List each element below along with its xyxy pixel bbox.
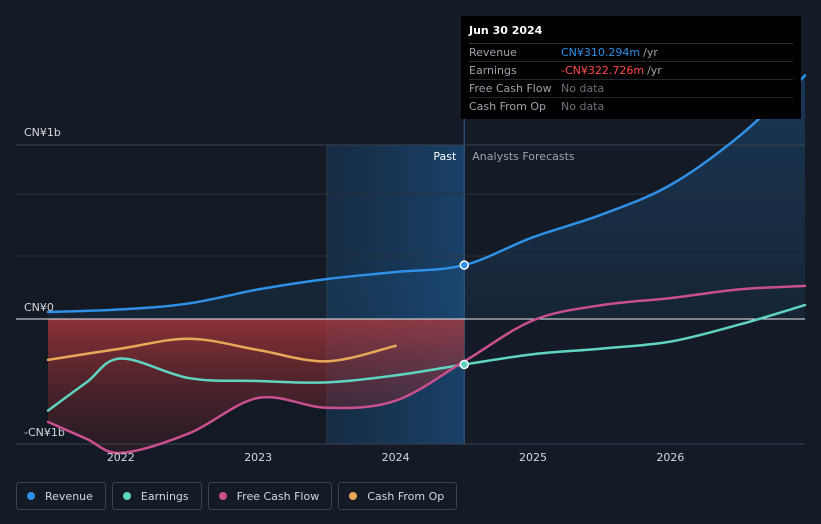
legend-item-revenue[interactable]: Revenue <box>16 482 106 510</box>
x-tick-label: 2024 <box>382 451 410 464</box>
y-tick-label: CN¥1b <box>24 126 61 139</box>
tooltip-unit: /yr <box>647 64 662 77</box>
tooltip-label: Revenue <box>469 46 517 59</box>
legend-dot-icon <box>218 492 227 500</box>
x-tick-label: 2023 <box>244 451 272 464</box>
legend-dot-icon <box>27 492 35 500</box>
tooltip-value: -CN¥322.726m <box>561 64 645 77</box>
legend-item-cash-from-op[interactable]: Cash From Op <box>338 482 458 510</box>
tooltip-label: Earnings <box>469 64 517 77</box>
legend-item-earnings[interactable]: Earnings <box>111 482 202 510</box>
legend-label: Revenue <box>45 489 93 503</box>
earnings-line <box>46 303 807 412</box>
tooltip-row: Cash From Op No data <box>469 98 793 115</box>
tooltip-date: Jun 30 2024 <box>469 24 793 44</box>
tooltip-row: Free Cash Flow No data <box>469 80 793 98</box>
earnings-marker <box>459 359 470 370</box>
revenue-marker <box>459 260 470 270</box>
past-label: Past <box>433 150 457 163</box>
tooltip: Jun 30 2024 Revenue CN¥310.294m /yr Earn… <box>461 16 801 119</box>
tooltip-value: No data <box>561 100 605 113</box>
legend-label: Cash From Op <box>367 489 445 503</box>
free-cash-flow-line <box>46 284 807 455</box>
y-tick-label: CN¥0 <box>24 301 54 314</box>
tooltip-value: No data <box>561 82 605 95</box>
tooltip-row: Revenue CN¥310.294m /yr <box>469 44 793 62</box>
legend-label: Free Cash Flow <box>236 489 320 503</box>
legend-label: Earnings <box>140 489 189 503</box>
x-tick-label: 2026 <box>656 451 684 464</box>
legend-dot-icon <box>122 492 131 500</box>
cash-from-op-line <box>46 337 397 363</box>
legend: Revenue Earnings Free Cash Flow Cash Fro… <box>16 482 458 510</box>
revenue-area <box>48 75 805 320</box>
tooltip-row: Earnings -CN¥322.726m /yr <box>469 62 793 80</box>
forecast-label: Analysts Forecasts <box>472 150 575 163</box>
revenue-line <box>46 74 807 314</box>
legend-item-free-cash-flow[interactable]: Free Cash Flow <box>207 482 333 510</box>
tooltip-label: Free Cash Flow <box>469 82 552 95</box>
legend-dot-icon <box>349 492 358 500</box>
tooltip-value: CN¥310.294m <box>561 46 641 59</box>
y-tick-label: -CN¥1b <box>24 426 65 439</box>
x-tick-label: 2025 <box>519 451 547 464</box>
tooltip-unit: /yr <box>643 46 658 59</box>
x-tick-label: 2022 <box>107 451 135 464</box>
tooltip-label: Cash From Op <box>469 100 547 113</box>
negative-area <box>48 319 465 453</box>
